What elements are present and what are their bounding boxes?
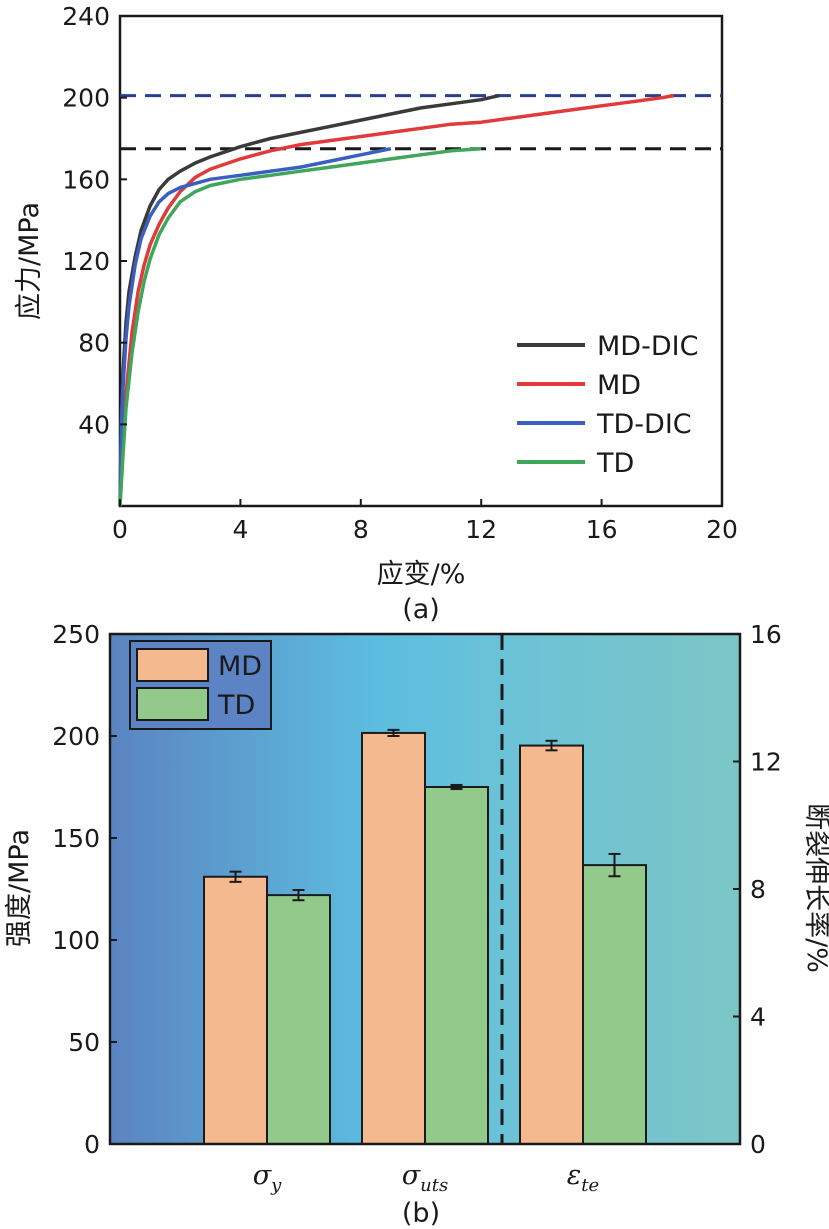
panel-a-legend: MD-DIC MD TD-DIC TD xyxy=(517,331,698,479)
panel-b-legend: MD TD xyxy=(129,640,272,730)
left-y-tick-label: 200 xyxy=(52,722,100,751)
left-y-tick-label: 50 xyxy=(68,1028,100,1057)
bar-md-y xyxy=(203,875,268,1145)
left-y-tick-label: 0 xyxy=(84,1130,100,1159)
legend-label-md-dic: MD-DIC xyxy=(597,331,698,362)
legend-label-td-dic: TD-DIC xyxy=(596,409,692,440)
x-tick-label: 0 xyxy=(112,515,128,544)
panel-b-right-axis-label: 断裂伸长率/% xyxy=(801,803,829,973)
x-tick-label: 12 xyxy=(465,515,497,544)
bar-td-te xyxy=(582,864,647,1145)
bar-td-uts xyxy=(424,786,489,1145)
right-y-tick-label: 16 xyxy=(750,620,782,649)
panel-a-y-axis-label: 应力/MPa xyxy=(14,202,45,320)
panel-b-bars xyxy=(203,728,647,1145)
bar-md-uts xyxy=(361,731,426,1145)
x-tick-label: 16 xyxy=(586,515,618,544)
error-bar-td-te xyxy=(608,852,621,878)
y-tick-label: 160 xyxy=(62,165,110,194)
y-tick-label: 240 xyxy=(62,2,110,31)
category-label-y: σy xyxy=(253,1160,282,1196)
panel-b-left-axis-label: 强度/MPa xyxy=(4,829,35,947)
legend-label-md: MD xyxy=(218,651,262,682)
error-bar-md-uts xyxy=(387,728,400,737)
error-bar-td-uts xyxy=(450,783,463,791)
series-line-md xyxy=(118,93,675,507)
legend-label-td: TD xyxy=(596,448,634,479)
panel-a-x-axis-label: 应变/% xyxy=(377,559,466,590)
y-tick-label: 200 xyxy=(62,84,110,113)
legend-label-md: MD xyxy=(597,370,641,401)
y-tick-label: 80 xyxy=(78,329,110,358)
category-label-uts: σuts xyxy=(402,1160,449,1196)
bar-md-te xyxy=(519,744,584,1145)
legend-swatch-td xyxy=(136,687,209,721)
panel-a-caption: (a) xyxy=(402,594,440,625)
left-y-tick-label: 100 xyxy=(52,926,100,955)
series-line-td-dic xyxy=(118,146,392,507)
x-tick-label: 4 xyxy=(232,515,248,544)
x-tick-label: 8 xyxy=(353,515,369,544)
left-y-tick-label: 250 xyxy=(52,620,100,649)
series-line-md-dic xyxy=(118,93,500,507)
right-y-tick-label: 0 xyxy=(750,1130,766,1159)
left-y-tick-label: 150 xyxy=(52,824,100,853)
error-bar-md-y xyxy=(229,870,242,883)
error-bar-td-y xyxy=(292,889,305,902)
legend-label-td: TD xyxy=(217,690,255,721)
right-y-tick-label: 4 xyxy=(750,1003,766,1032)
right-y-tick-label: 8 xyxy=(750,875,766,904)
panel-a-stress-strain: 0 4 8 12 16 20 40 80 120 160 200 240 应变/% 应力/MPa (a… xyxy=(14,2,738,625)
x-tick-label: 20 xyxy=(706,515,738,544)
series-line-td xyxy=(118,146,482,507)
legend-swatch-md xyxy=(136,648,209,682)
category-label-te: εte xyxy=(567,1160,599,1196)
right-y-tick-label: 12 xyxy=(750,748,782,777)
panel-b-caption: (b) xyxy=(402,1198,440,1229)
bar-td-y xyxy=(266,894,331,1145)
y-tick-label: 120 xyxy=(62,247,110,276)
panel-a-series-lines xyxy=(118,93,675,507)
error-bar-md-te xyxy=(545,739,558,752)
y-tick-label: 40 xyxy=(78,410,110,439)
